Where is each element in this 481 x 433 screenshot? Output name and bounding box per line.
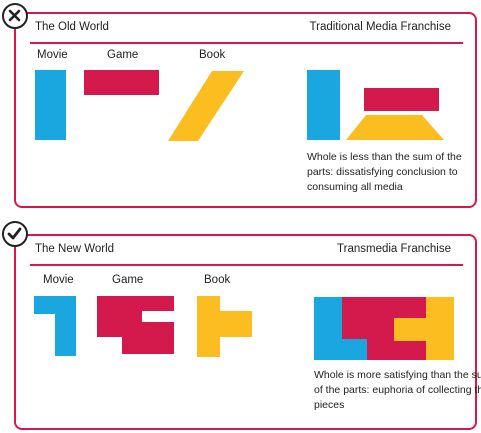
old-world-title: The Old World [35,21,109,33]
old-world-divider [30,42,463,44]
new-world-caption: Whole is more satisfying than the sum of… [314,369,481,411]
new-world-subtitle: Transmedia Franchise [337,243,451,255]
old-game-piece [84,70,159,95]
old-world-pieces [35,70,444,141]
new-movie-label: Movie [43,274,74,286]
new-world-panel: The New World Transmedia Franchise Movie… [14,234,481,430]
old-combined-game [364,88,439,111]
new-combined-book [394,297,454,360]
old-book-piece [168,71,244,141]
old-book-label: Book [199,49,226,61]
old-world-panel: The Old World Traditional Media Franchis… [14,12,477,208]
x-icon [2,3,28,29]
old-combined-movie [307,70,340,140]
check-icon [2,221,28,247]
new-movie-piece [34,296,76,356]
new-world-title: The New World [35,243,115,255]
old-combined-book [346,115,444,140]
new-book-label: Book [204,274,231,286]
new-world-divider [30,264,463,266]
new-game-label: Game [112,274,144,286]
new-combined-movie [314,297,342,360]
new-game-piece [97,296,174,354]
new-book-piece [197,296,252,357]
new-world-pieces [34,296,454,360]
old-world-caption: Whole is less than the sum of the parts:… [307,151,462,193]
new-combined-movie-foot [342,339,367,360]
old-movie-piece [35,70,66,140]
old-game-label: Game [107,49,139,61]
old-movie-label: Movie [37,49,68,61]
old-world-subtitle: Traditional Media Franchise [309,21,451,33]
